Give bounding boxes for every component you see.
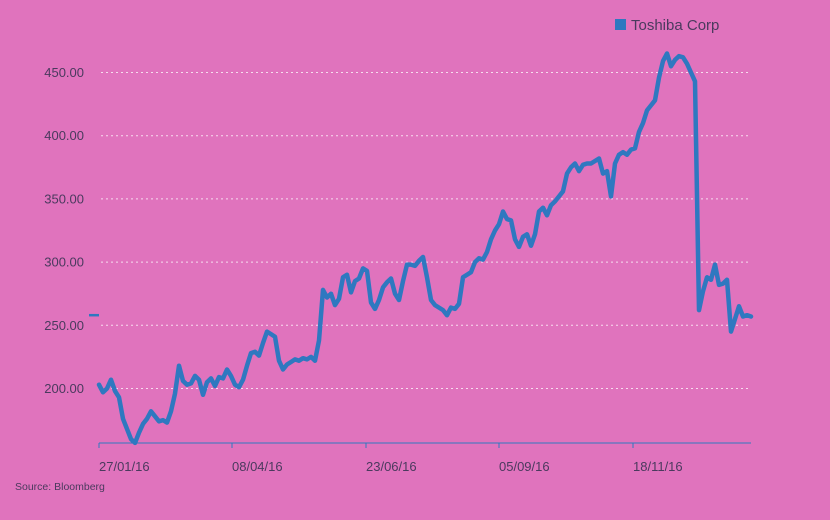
y-gridlines xyxy=(101,72,751,389)
y-axis-tick-labels: 200.00 250.00 300.00 350.00 400.00 450.00 xyxy=(44,65,84,396)
x-tick-label: 05/09/16 xyxy=(499,459,550,474)
x-tick-label: 27/01/16 xyxy=(99,459,150,474)
x-tick-label: 18/11/16 xyxy=(633,459,683,474)
x-axis-ticks: 27/01/16 08/04/16 23/06/16 05/09/16 18/11/16 xyxy=(98,443,683,474)
series-line-toshiba-corp xyxy=(96,51,754,446)
x-tick-label: 23/06/16 xyxy=(366,459,417,474)
y-tick-label: 200.00 xyxy=(44,381,84,396)
y-tick-label: 350.00 xyxy=(44,191,84,206)
legend-swatch xyxy=(615,19,626,30)
legend-label: Toshiba Corp xyxy=(631,17,719,34)
y-tick-label: 400.00 xyxy=(44,128,84,143)
y-tick-label: 450.00 xyxy=(44,65,84,80)
x-tick-label: 08/04/16 xyxy=(232,459,283,474)
source-note: Source: Bloomberg xyxy=(15,481,105,493)
legend: Toshiba Corp xyxy=(615,17,719,34)
y-tick-label: 250.00 xyxy=(44,318,84,333)
y-tick-label: 300.00 xyxy=(44,255,84,270)
